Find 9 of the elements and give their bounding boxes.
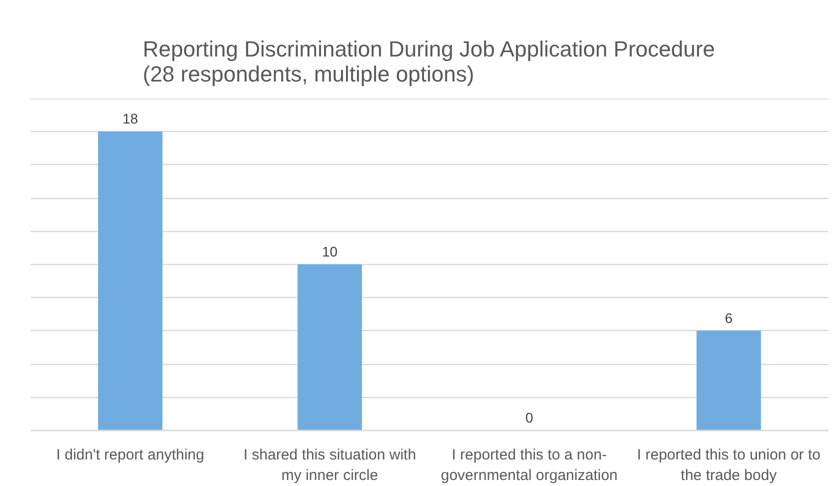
chart-title: Reporting Discrimination During Job Application Procedure (28 respondents, multiple options): [142, 36, 716, 86]
x-tick-label: I reported this to a non-governmental organization: [440, 446, 618, 484]
x-tick-label: I didn't report anything: [56, 446, 204, 464]
data-label: 18: [122, 110, 138, 127]
data-label: 6: [724, 310, 733, 326]
x-tick-label: I shared this situation with my inner circle: [243, 446, 416, 484]
data-label: 0: [525, 410, 534, 426]
data-label: 10: [322, 244, 338, 260]
x-tick-label: I reported this to union or to the trade body: [637, 446, 820, 484]
